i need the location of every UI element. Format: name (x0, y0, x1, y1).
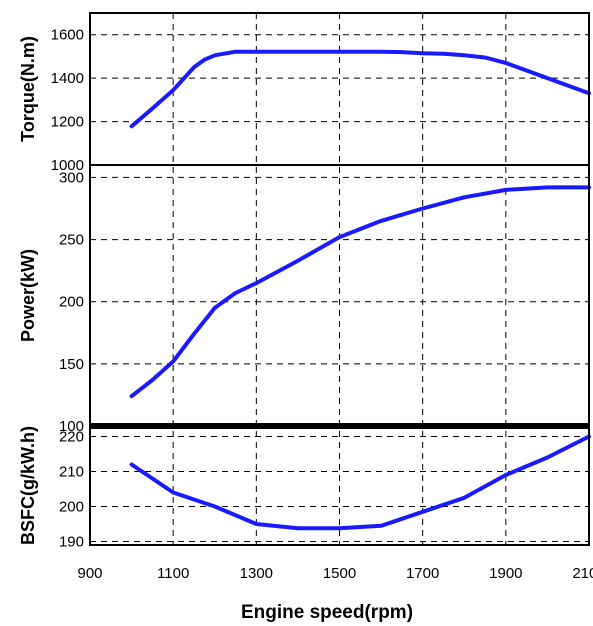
y-axis-title: Torque(N.m) (18, 36, 38, 142)
series-line (129, 185, 591, 399)
x-tick-label: 1700 (406, 565, 439, 582)
tick-layer: 900 1100 1300 1500 1700 1900 2100 1000 1200 1400 1… (18, 27, 593, 582)
series-line (129, 434, 591, 531)
x-tick-label: 2100 (572, 565, 593, 582)
curve-layer (129, 49, 591, 531)
y-tick-label: 1200 (51, 114, 84, 131)
y-tick-label: 200 (59, 499, 84, 516)
x-tick-label: 1100 (157, 565, 189, 582)
y-tick-label: 100 (59, 418, 84, 435)
y-tick-label: 1600 (51, 27, 84, 44)
y-tick-label: 150 (59, 356, 84, 373)
y-tick-label: 220 (59, 429, 84, 446)
y-tick-label: 250 (59, 232, 84, 249)
x-axis-title: Engine speed(rpm) (241, 602, 413, 623)
plot-frame (89, 12, 590, 546)
y-tick-label: 190 (59, 534, 84, 551)
x-tick-label: 1900 (489, 565, 522, 582)
frame-layer (89, 12, 590, 546)
y-tick-label: 1400 (51, 70, 84, 87)
x-tick-label: 900 (77, 565, 102, 582)
y-axis-title: Power(kW) (18, 249, 38, 342)
y-tick-label: 210 (59, 464, 84, 481)
x-tick-label: 1500 (323, 565, 356, 582)
y-tick-label: 200 (59, 294, 84, 311)
series-line (129, 49, 591, 129)
y-tick-label: 300 (59, 169, 84, 186)
x-tick-label: 1300 (240, 565, 273, 582)
y-axis-title: BSFC(g/kW.h) (18, 426, 38, 545)
grid-layer (90, 13, 589, 545)
y-tick-label: 1000 (51, 157, 84, 174)
